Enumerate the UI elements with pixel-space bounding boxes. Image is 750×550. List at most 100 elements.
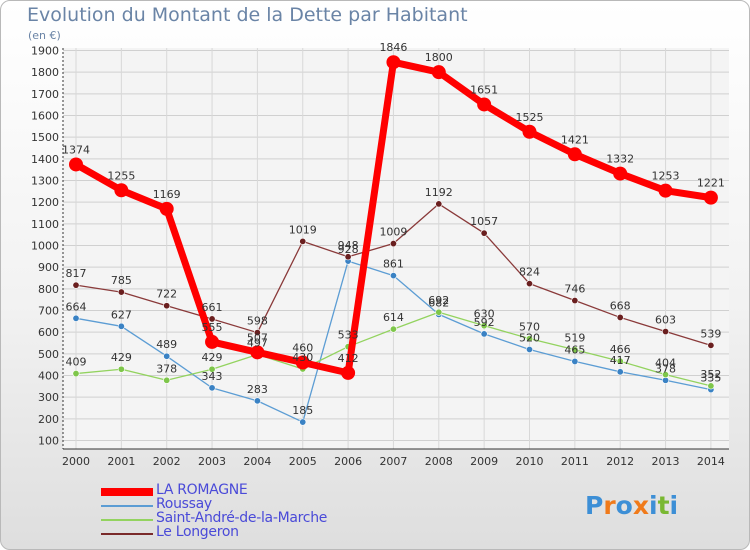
data-label-la-romagne: 1253 bbox=[652, 170, 680, 183]
x-tick-label: 2001 bbox=[107, 455, 135, 468]
data-point-le-longeron bbox=[662, 328, 670, 336]
data-point-le-longeron bbox=[480, 229, 488, 237]
data-point-la-romagne bbox=[114, 183, 129, 198]
y-tick-label: 500 bbox=[38, 348, 59, 361]
x-tick-label: 2003 bbox=[198, 455, 226, 468]
x-tick-label: 2008 bbox=[425, 455, 453, 468]
x-tick-label: 2013 bbox=[652, 455, 680, 468]
data-point-le-longeron bbox=[707, 341, 715, 349]
data-label-roussay: 861 bbox=[383, 258, 404, 271]
legend-swatch bbox=[101, 488, 153, 496]
data-label-saint-andr-de-la-marche: 497 bbox=[247, 336, 268, 349]
data-point-saint-andr-de-la-marche bbox=[72, 370, 80, 378]
data-label-roussay: 627 bbox=[111, 308, 132, 321]
y-tick-label: 400 bbox=[38, 370, 59, 383]
data-point-saint-andr-de-la-marche bbox=[389, 325, 397, 333]
data-label-roussay: 335 bbox=[700, 372, 721, 385]
data-label-le-longeron: 824 bbox=[519, 266, 540, 279]
data-point-la-romagne bbox=[250, 345, 265, 360]
data-label-le-longeron: 948 bbox=[338, 239, 359, 252]
y-tick-label: 200 bbox=[38, 413, 59, 426]
x-tick-label: 2004 bbox=[243, 455, 271, 468]
plot-area bbox=[63, 48, 729, 449]
x-tick-label: 2005 bbox=[289, 455, 317, 468]
data-point-la-romagne bbox=[205, 334, 220, 349]
x-tick-label: 2012 bbox=[606, 455, 634, 468]
data-label-la-romagne: 1846 bbox=[379, 41, 407, 54]
unit-label: (en €) bbox=[28, 29, 61, 42]
data-point-saint-andr-de-la-marche bbox=[662, 371, 670, 379]
y-tick-label: 1700 bbox=[31, 88, 59, 101]
y-tick-label: 1000 bbox=[31, 240, 59, 253]
x-tick-label: 2006 bbox=[334, 455, 362, 468]
data-point-roussay bbox=[208, 384, 216, 392]
data-label-le-longeron: 598 bbox=[247, 315, 268, 328]
data-label-la-romagne: 412 bbox=[338, 352, 359, 365]
legend-swatch bbox=[101, 505, 153, 507]
data-label-roussay: 185 bbox=[292, 404, 313, 417]
data-point-saint-andr-de-la-marche bbox=[707, 382, 715, 390]
y-tick-label: 800 bbox=[38, 283, 59, 296]
legend-label: LA ROMAGNE bbox=[156, 482, 248, 498]
data-label-saint-andr-de-la-marche: 409 bbox=[66, 356, 87, 369]
data-point-le-longeron bbox=[299, 237, 307, 245]
data-label-la-romagne: 1525 bbox=[516, 111, 544, 124]
y-tick-label: 1400 bbox=[31, 153, 59, 166]
data-label-la-romagne: 507 bbox=[247, 331, 268, 344]
data-point-la-romagne bbox=[703, 190, 718, 205]
data-point-saint-andr-de-la-marche bbox=[571, 346, 579, 354]
data-point-le-longeron bbox=[117, 288, 125, 296]
data-point-le-longeron bbox=[571, 297, 579, 305]
data-label-saint-andr-de-la-marche: 466 bbox=[610, 343, 631, 356]
legend-label: Saint-André-de-la-Marche bbox=[156, 510, 328, 526]
data-point-roussay bbox=[253, 397, 261, 405]
data-point-saint-andr-de-la-marche bbox=[616, 357, 624, 365]
data-label-la-romagne: 1651 bbox=[470, 83, 498, 96]
data-point-la-romagne bbox=[431, 65, 446, 80]
data-point-roussay bbox=[571, 357, 579, 365]
data-label-le-longeron: 1057 bbox=[470, 215, 498, 228]
data-label-saint-andr-de-la-marche: 570 bbox=[519, 321, 540, 334]
y-tick-label: 1200 bbox=[31, 196, 59, 209]
data-point-le-longeron bbox=[525, 280, 533, 288]
data-label-le-longeron: 817 bbox=[66, 267, 87, 280]
data-point-le-longeron bbox=[435, 200, 443, 208]
y-tick-label: 1600 bbox=[31, 110, 59, 123]
data-label-roussay: 417 bbox=[610, 354, 631, 367]
data-point-saint-andr-de-la-marche bbox=[117, 365, 125, 373]
data-label-roussay: 664 bbox=[66, 300, 87, 313]
x-tick-label: 2014 bbox=[697, 455, 725, 468]
y-tick-label: 300 bbox=[38, 391, 59, 404]
data-point-la-romagne bbox=[658, 183, 673, 198]
legend-label: Le Longeron bbox=[156, 524, 239, 540]
data-point-le-longeron bbox=[344, 253, 352, 261]
data-label-la-romagne: 1169 bbox=[153, 188, 181, 201]
data-label-le-longeron: 668 bbox=[610, 299, 631, 312]
data-label-le-longeron: 785 bbox=[111, 274, 132, 287]
data-label-la-romagne: 1255 bbox=[107, 169, 135, 182]
data-point-le-longeron bbox=[208, 315, 216, 323]
data-point-roussay bbox=[525, 345, 533, 353]
data-label-la-romagne: 1332 bbox=[606, 153, 634, 166]
data-point-le-longeron bbox=[163, 302, 171, 310]
legend-swatch bbox=[101, 519, 153, 521]
data-point-la-romagne bbox=[567, 147, 582, 162]
legend-swatch bbox=[101, 533, 153, 535]
data-label-roussay: 465 bbox=[564, 343, 585, 356]
data-point-saint-andr-de-la-marche bbox=[480, 322, 488, 330]
data-label-roussay: 343 bbox=[202, 370, 223, 383]
y-tick-label: 1500 bbox=[31, 131, 59, 144]
data-label-la-romagne: 1374 bbox=[62, 143, 90, 156]
y-tick-label: 600 bbox=[38, 326, 59, 339]
data-point-roussay bbox=[72, 314, 80, 322]
data-point-la-romagne bbox=[522, 124, 537, 139]
data-label-saint-andr-de-la-marche: 614 bbox=[383, 311, 404, 324]
data-label-saint-andr-de-la-marche: 404 bbox=[655, 357, 676, 370]
data-label-le-longeron: 746 bbox=[564, 283, 585, 296]
data-point-la-romagne bbox=[613, 166, 628, 181]
data-label-saint-andr-de-la-marche: 692 bbox=[428, 294, 449, 307]
data-label-saint-andr-de-la-marche: 429 bbox=[202, 351, 223, 364]
x-tick-label: 2007 bbox=[379, 455, 407, 468]
